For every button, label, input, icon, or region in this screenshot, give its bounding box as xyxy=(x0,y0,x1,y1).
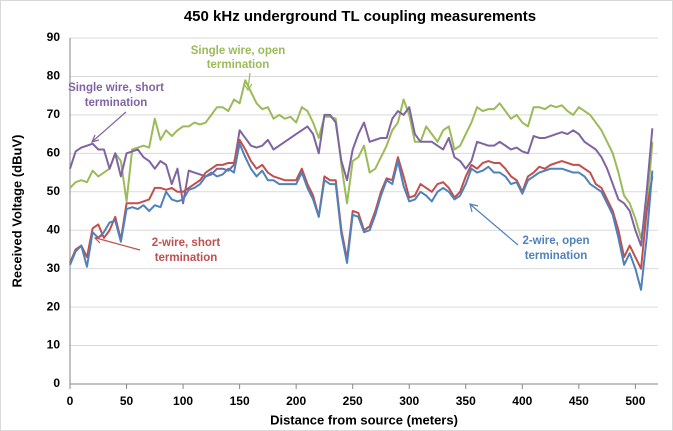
y-tick-label: 0 xyxy=(53,376,60,390)
plot-area: 0 10 20 30 40 50 60 70 80 90 0 50 100 150 200 250 300 350… xyxy=(47,30,658,408)
series-line xyxy=(69,106,654,247)
y-tick-label: 30 xyxy=(47,261,61,275)
y-axis-title: Received Voltage (dBuV) xyxy=(9,135,24,288)
x-tick-label: 200 xyxy=(286,394,306,408)
annotation-line: termination xyxy=(525,250,588,262)
y-tick-label: 80 xyxy=(47,69,61,83)
annotation-arrowhead xyxy=(469,203,479,213)
annotation-arrow xyxy=(95,237,141,251)
series-line xyxy=(69,142,654,291)
annotation-arrowhead xyxy=(243,83,253,92)
x-tick-label: 400 xyxy=(512,394,532,408)
annotations: Single wire, open termination Single wir… xyxy=(68,45,589,264)
x-tick-label: 150 xyxy=(230,394,250,408)
x-tick-label: 500 xyxy=(625,394,645,408)
y-tick-label: 20 xyxy=(47,299,61,313)
y-tick-label: 40 xyxy=(47,222,61,236)
annotation-line: Single wire, open xyxy=(191,45,286,57)
annotation-line: Single wire, short xyxy=(68,82,164,94)
annotation-arrow xyxy=(470,204,519,246)
chart-title: 450 kHz underground TL coupling measurem… xyxy=(184,8,536,25)
annotation-arrow xyxy=(247,72,251,90)
annotation-arrowhead xyxy=(93,235,103,244)
annotation-line: termination xyxy=(85,97,148,109)
x-axis-title: Distance from source (meters) xyxy=(270,412,458,427)
annotation-line: 2-wire, short xyxy=(152,237,221,249)
x-tick-label: 0 xyxy=(67,394,74,408)
y-tick-label: 10 xyxy=(47,338,61,352)
y-tick-label: 90 xyxy=(47,30,61,44)
annotation-line: termination xyxy=(207,59,270,71)
x-tick-label: 50 xyxy=(120,394,134,408)
series-line xyxy=(69,79,654,239)
y-tick-label: 60 xyxy=(47,146,61,160)
x-tick-label: 350 xyxy=(456,394,476,408)
annotation-arrow xyxy=(92,111,127,142)
y-tick-label: 50 xyxy=(47,184,61,198)
annotation-line: termination xyxy=(155,252,218,264)
x-tick-label: 300 xyxy=(399,394,419,408)
annotation-arrowhead xyxy=(90,134,100,143)
x-tick-label: 450 xyxy=(569,394,589,408)
annotation-line: 2-wire, open xyxy=(522,235,589,247)
y-tick-label: 70 xyxy=(47,107,61,121)
x-tick-label: 250 xyxy=(343,394,363,408)
x-tick-label: 100 xyxy=(173,394,193,408)
